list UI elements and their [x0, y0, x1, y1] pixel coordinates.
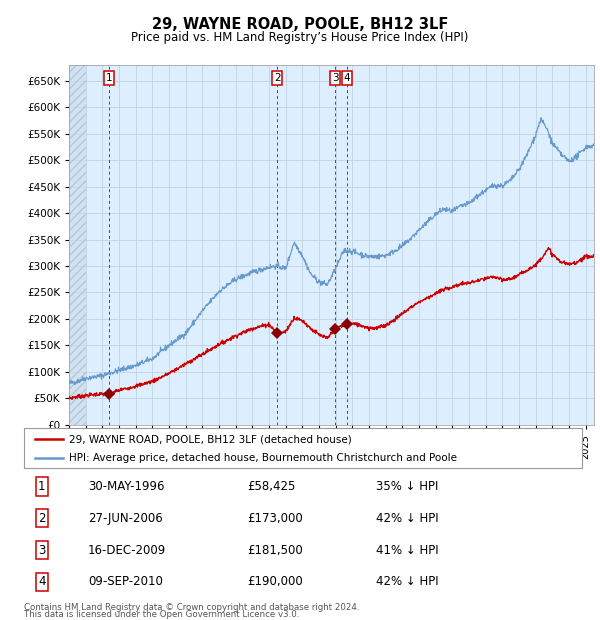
- Text: 42% ↓ HPI: 42% ↓ HPI: [376, 575, 438, 588]
- Text: HPI: Average price, detached house, Bournemouth Christchurch and Poole: HPI: Average price, detached house, Bour…: [68, 453, 457, 463]
- Text: £190,000: £190,000: [247, 575, 303, 588]
- Text: 27-JUN-2006: 27-JUN-2006: [88, 512, 163, 525]
- Text: 4: 4: [38, 575, 46, 588]
- Text: Contains HM Land Registry data © Crown copyright and database right 2024.: Contains HM Land Registry data © Crown c…: [24, 603, 359, 612]
- Text: £58,425: £58,425: [247, 480, 296, 493]
- Text: 1: 1: [106, 73, 112, 83]
- Text: 2: 2: [274, 73, 280, 83]
- Text: 09-SEP-2010: 09-SEP-2010: [88, 575, 163, 588]
- Text: 1: 1: [38, 480, 46, 493]
- Text: 30-MAY-1996: 30-MAY-1996: [88, 480, 164, 493]
- Text: 42% ↓ HPI: 42% ↓ HPI: [376, 512, 438, 525]
- Text: 29, WAYNE ROAD, POOLE, BH12 3LF (detached house): 29, WAYNE ROAD, POOLE, BH12 3LF (detache…: [68, 434, 352, 444]
- Bar: [69, 65, 86, 425]
- Text: 29, WAYNE ROAD, POOLE, BH12 3LF: 29, WAYNE ROAD, POOLE, BH12 3LF: [152, 17, 448, 32]
- Text: 4: 4: [344, 73, 350, 83]
- Text: 3: 3: [38, 544, 46, 557]
- Text: 41% ↓ HPI: 41% ↓ HPI: [376, 544, 438, 557]
- Text: 35% ↓ HPI: 35% ↓ HPI: [376, 480, 438, 493]
- Text: £181,500: £181,500: [247, 544, 303, 557]
- Text: 16-DEC-2009: 16-DEC-2009: [88, 544, 166, 557]
- Text: 3: 3: [332, 73, 338, 83]
- Text: Price paid vs. HM Land Registry’s House Price Index (HPI): Price paid vs. HM Land Registry’s House …: [131, 31, 469, 44]
- Text: £173,000: £173,000: [247, 512, 303, 525]
- Text: This data is licensed under the Open Government Licence v3.0.: This data is licensed under the Open Gov…: [24, 610, 299, 619]
- Text: 2: 2: [38, 512, 46, 525]
